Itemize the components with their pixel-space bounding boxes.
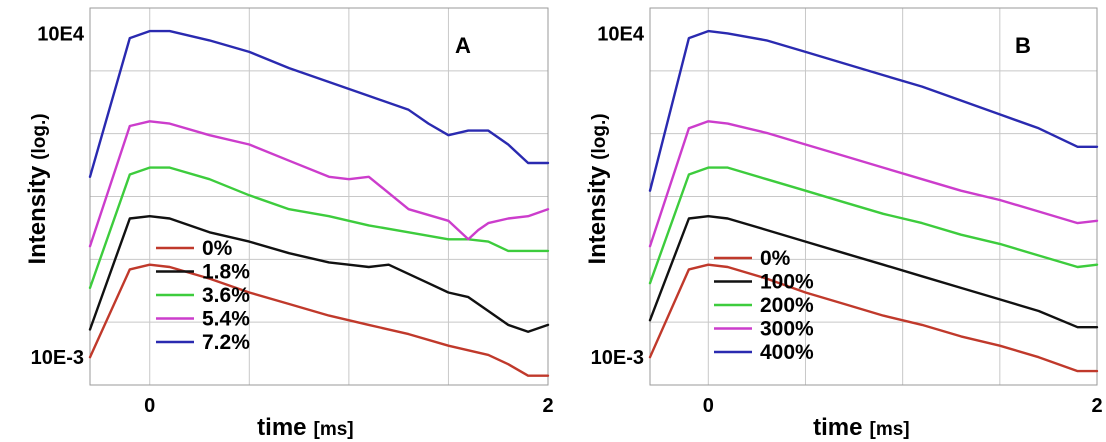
x-axis-label: time [ms] bbox=[257, 414, 353, 441]
gridlines bbox=[90, 8, 548, 385]
y-tick-label: 10E-3 bbox=[31, 347, 84, 369]
legend-entry-label: 400% bbox=[760, 341, 814, 364]
x-axis-unit: [ms] bbox=[314, 419, 354, 440]
panel-letter: B bbox=[1015, 33, 1031, 58]
x-axis-unit: [ms] bbox=[870, 419, 910, 440]
series-line-5-4pct bbox=[88, 120, 550, 248]
x-axis-title: time bbox=[257, 414, 306, 441]
legend-entry-label: 0% bbox=[202, 237, 233, 260]
x-tick-label: 0 bbox=[703, 395, 714, 417]
legend-entry-label: 300% bbox=[760, 318, 814, 341]
x-axis-label: time [ms] bbox=[813, 414, 909, 441]
y-axis-label: Intensity (log.) bbox=[584, 113, 611, 264]
series-line-0pct bbox=[648, 263, 1099, 373]
series-line-0pct bbox=[88, 263, 550, 377]
series-line-400pct bbox=[648, 29, 1099, 192]
y-axis-unit: (log.) bbox=[589, 113, 610, 159]
y-tick-label: 10E4 bbox=[597, 23, 645, 45]
x-axis-title: time bbox=[813, 414, 862, 441]
legend-entry-label: 7.2% bbox=[202, 331, 250, 354]
legend: 0%1.8%3.6%5.4%7.2% bbox=[156, 237, 250, 354]
gridlines bbox=[650, 8, 1097, 385]
series-line-100pct bbox=[648, 214, 1099, 329]
legend-entry-label: 100% bbox=[760, 271, 814, 294]
plot-frame bbox=[89, 7, 549, 386]
x-tick-label: 2 bbox=[542, 395, 553, 417]
y-axis-title: Intensity bbox=[584, 165, 611, 264]
x-tick-label: 0 bbox=[144, 395, 155, 417]
series-line-3-6pct bbox=[88, 166, 550, 290]
panel-letter: A bbox=[455, 33, 471, 58]
y-tick-label: 10E4 bbox=[37, 23, 85, 45]
legend-entry-label: 5.4% bbox=[202, 308, 250, 331]
x-tick-label: 2 bbox=[1091, 395, 1102, 417]
legend-entry-label: 200% bbox=[760, 294, 814, 317]
series-line-1-8pct bbox=[88, 214, 550, 333]
chart-panel-A: 10E4 10E-3 0 2 time [ms] Intensity (log.) A 0%1.8… bbox=[24, 7, 554, 441]
y-axis-unit: (log.) bbox=[29, 113, 50, 159]
legend: 0%100%200%300%400% bbox=[714, 247, 814, 364]
series-line-300pct bbox=[648, 120, 1099, 248]
legend-entry-label: 0% bbox=[760, 247, 791, 270]
legend-entry-label: 3.6% bbox=[202, 284, 250, 307]
legend-entry-label: 1.8% bbox=[202, 261, 250, 284]
plot-frame bbox=[649, 7, 1098, 386]
y-axis-label: Intensity (log.) bbox=[24, 113, 51, 264]
y-axis-title: Intensity bbox=[24, 165, 51, 264]
series-line-200pct bbox=[648, 166, 1099, 285]
chart-panel-B: 10E4 10E-3 0 2 time [ms] Intensity (log.) B 0%100… bbox=[584, 7, 1103, 441]
y-tick-label: 10E-3 bbox=[591, 347, 644, 369]
series-line-7-2pct bbox=[88, 29, 550, 179]
